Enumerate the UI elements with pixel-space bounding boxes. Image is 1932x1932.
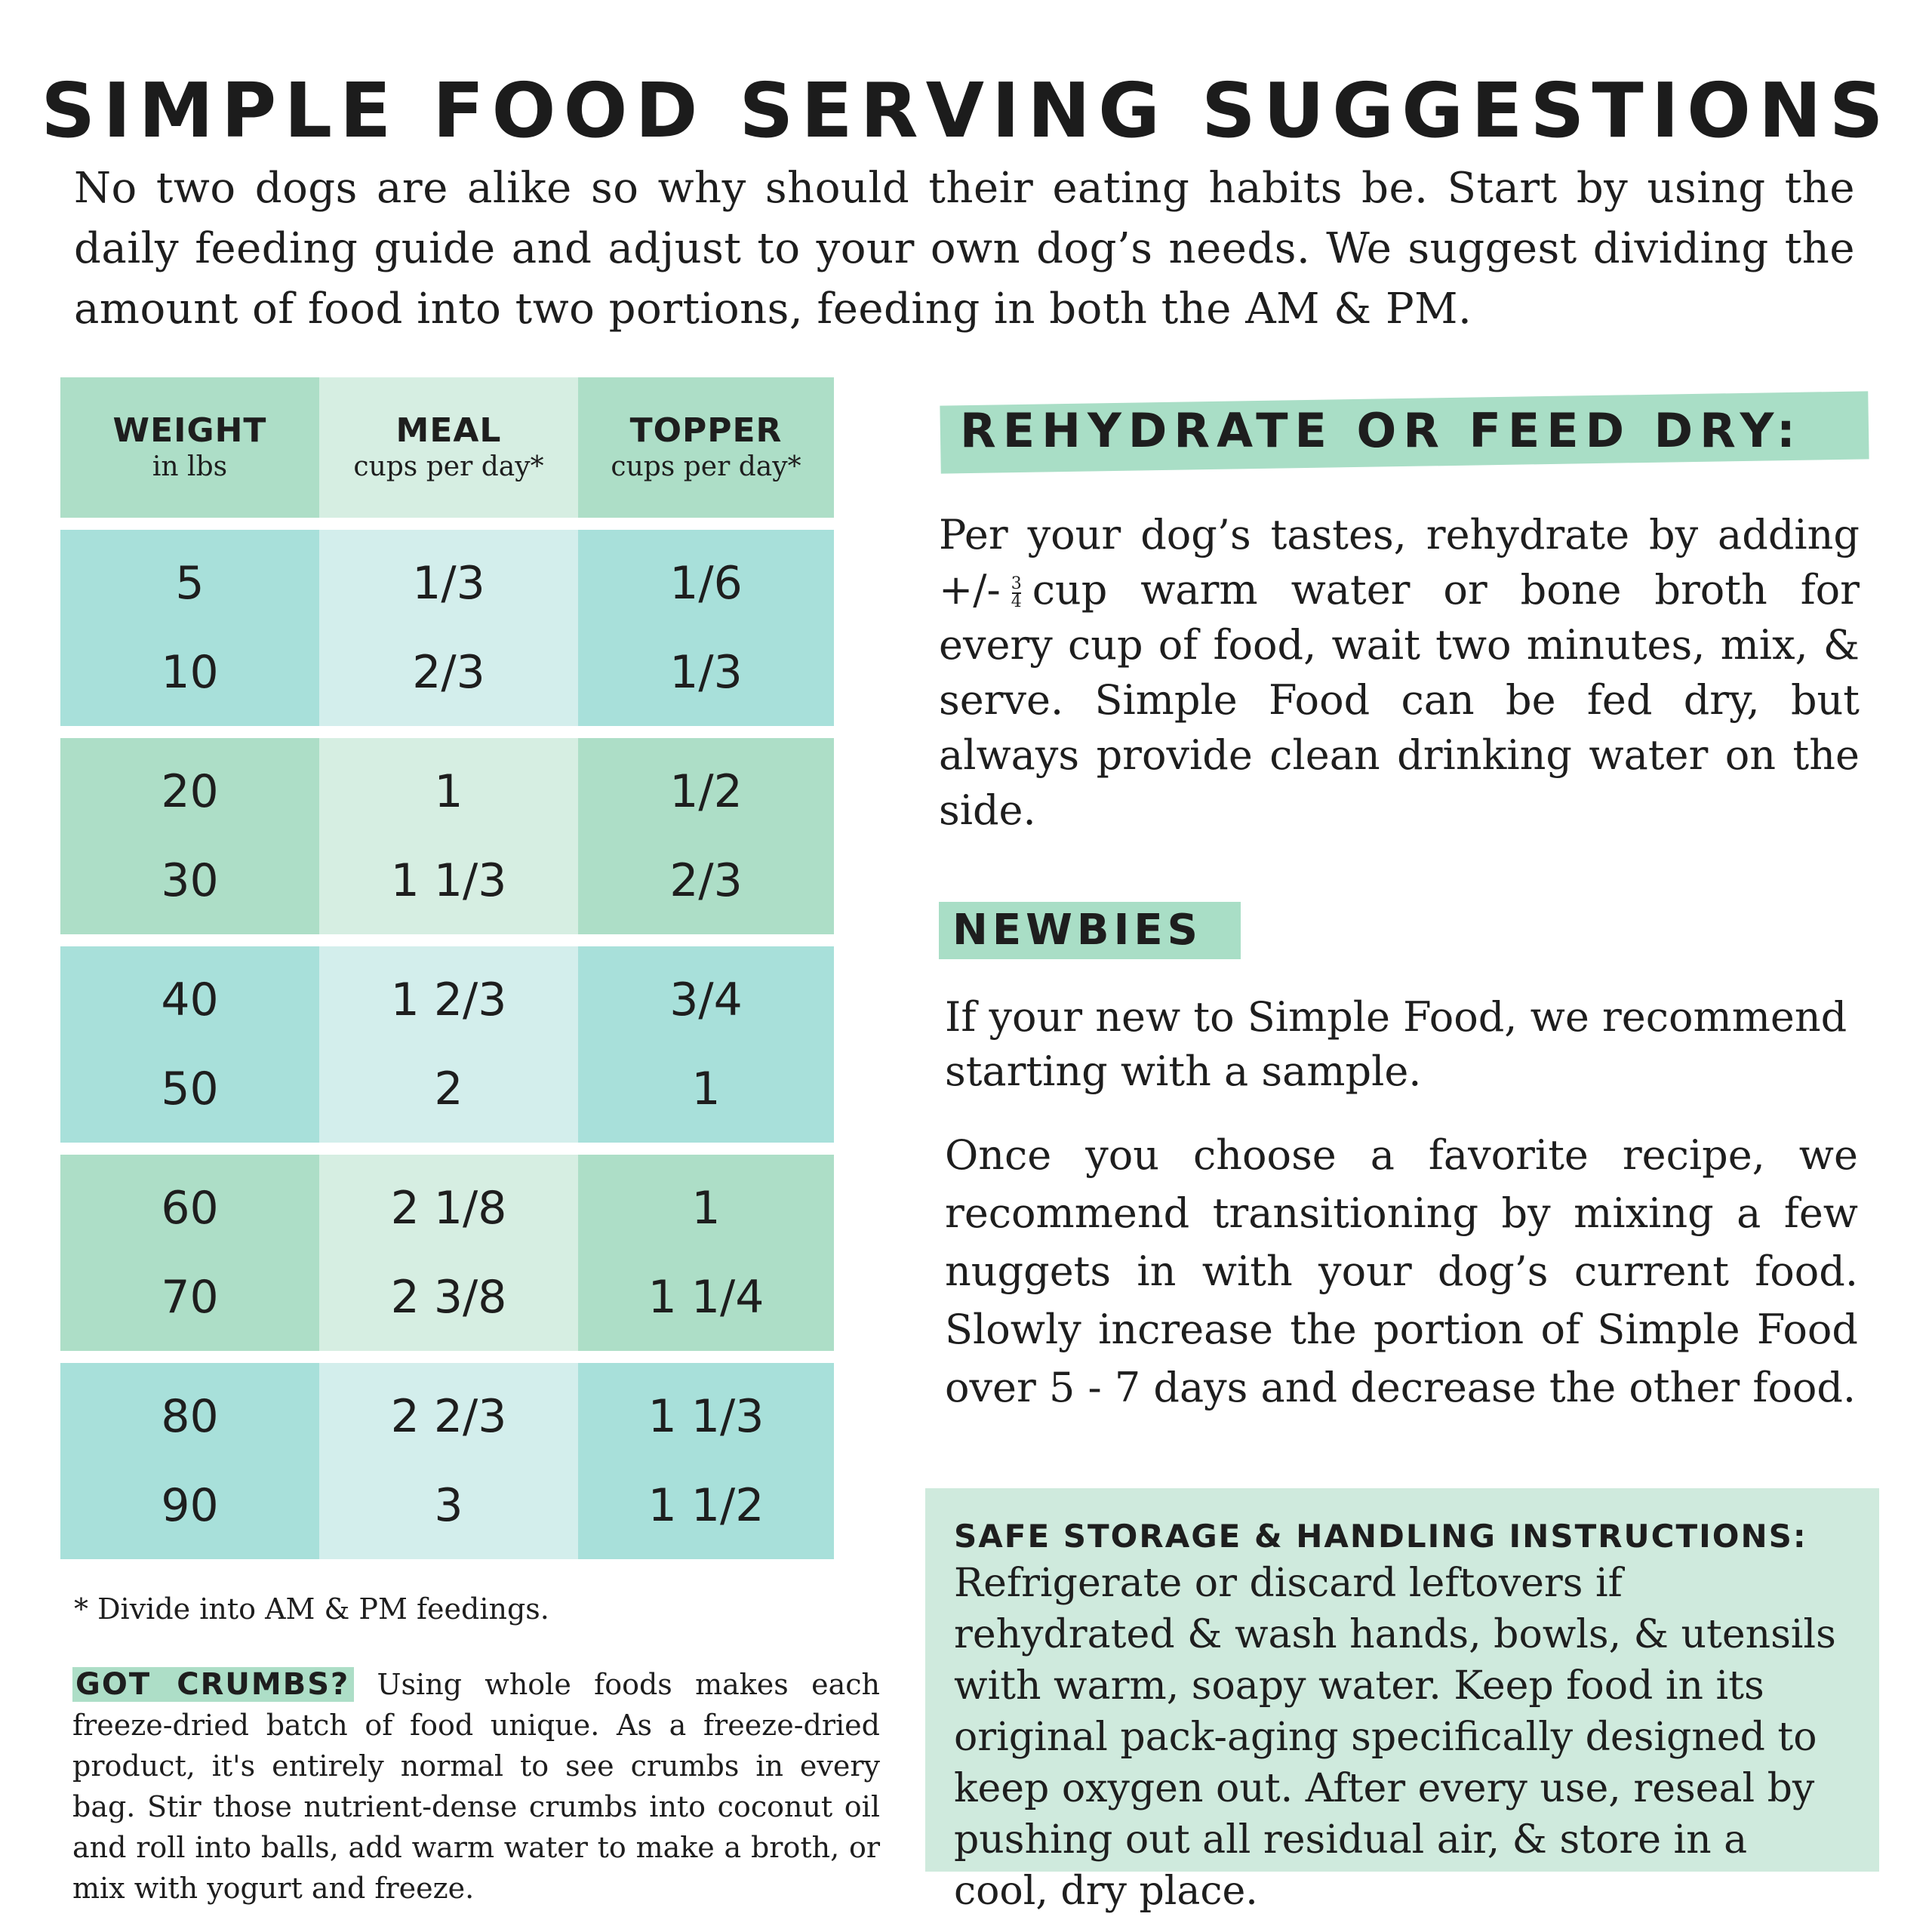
table-header-row: WEIGHT in lbs MEAL cups per day* TOPPER …: [60, 377, 834, 518]
weight-value: 90: [161, 1479, 219, 1532]
meal-cell: 1 2/3 2: [319, 946, 578, 1143]
newbies-paragraph-1: If your new to Simple Food, we recommend…: [945, 993, 1847, 1095]
weight-value: 20: [161, 765, 219, 818]
header-topper: TOPPER cups per day*: [578, 377, 834, 518]
meal-value: 1 2/3: [390, 974, 507, 1026]
header-label: MEAL: [395, 411, 502, 450]
meal-cell: 2 2/3 3: [319, 1363, 578, 1559]
weight-value: 70: [161, 1271, 219, 1324]
meal-cell: 1 1 1/3: [319, 738, 578, 934]
topper-value: 2/3: [669, 854, 743, 907]
weight-cell: 60 70: [60, 1155, 319, 1351]
topper-cell: 1 1 1/4: [578, 1155, 834, 1351]
newbies-highlight: [939, 902, 1241, 959]
meal-value: 2/3: [412, 646, 485, 699]
header-label: TOPPER: [629, 411, 783, 450]
table-footnote: * Divide into AM & PM feedings.: [74, 1592, 549, 1626]
weight-value: 60: [161, 1182, 219, 1235]
meal-value: 2: [434, 1063, 463, 1115]
meal-value: 2 3/8: [390, 1271, 507, 1324]
topper-value: 1: [691, 1182, 721, 1235]
newbies-paragraph-2: Once you choose a favorite recipe, we re…: [945, 1131, 1858, 1411]
topper-cell: 1/6 1/3: [578, 530, 834, 726]
weight-cell: 5 10: [60, 530, 319, 726]
header-sub: in lbs: [152, 451, 228, 482]
table-row-group: 80 90 2 2/3 3 1 1/3 1 1/2: [60, 1363, 834, 1559]
fraction-bar: [1011, 592, 1021, 594]
got-crumbs-tag: GOT CRUMBS?: [72, 1667, 355, 1702]
rehydrate-paragraph: Per your dog’s tastes, rehydrate by addi…: [939, 507, 1860, 838]
topper-cell: 3/4 1: [578, 946, 834, 1143]
weight-value: 30: [161, 854, 219, 907]
storage-box: SAFE STORAGE & HANDLING INSTRUCTIONS: Re…: [925, 1488, 1879, 1914]
topper-value: 3/4: [669, 974, 743, 1026]
weight-value: 10: [161, 646, 219, 699]
topper-value: 1 1/4: [648, 1271, 764, 1324]
header-meal: MEAL cups per day*: [319, 377, 578, 518]
table-row-group: 20 30 1 1 1/3 1/2 2/3: [60, 738, 834, 934]
meal-cell: 2 1/8 2 3/8: [319, 1155, 578, 1351]
rehydrate-text-before: Per your dog’s tastes, rehydrate by addi…: [939, 511, 1860, 614]
fraction-denominator: 4: [1011, 592, 1022, 611]
weight-value: 50: [161, 1063, 219, 1115]
meal-value: 2 2/3: [390, 1390, 507, 1443]
weight-cell: 20 30: [60, 738, 319, 934]
topper-value: 1 1/3: [648, 1390, 764, 1443]
weight-cell: 80 90: [60, 1363, 319, 1559]
meal-value: 1 1/3: [390, 854, 507, 907]
header-label: WEIGHT: [112, 411, 267, 450]
intro-paragraph: No two dogs are alike so why should thei…: [74, 164, 1855, 334]
fraction-numerator: 3: [1011, 574, 1022, 593]
weight-value: 80: [161, 1390, 219, 1443]
header-sub: cups per day*: [353, 451, 544, 482]
page-title: SIMPLE FOOD SERVING SUGGESTIONS: [41, 66, 1891, 155]
topper-value: 1/6: [669, 557, 743, 610]
topper-cell: 1/2 2/3: [578, 738, 834, 934]
weight-value: 40: [161, 974, 219, 1026]
table-row-group: 5 10 1/3 2/3 1/6 1/3: [60, 530, 834, 726]
topper-value: 1/3: [669, 646, 743, 699]
storage-heading: SAFE STORAGE & HANDLING INSTRUCTIONS:: [954, 1518, 1807, 1555]
weight-cell: 40 50: [60, 946, 319, 1143]
got-crumbs-text: Using whole foods makes each freeze-drie…: [72, 1668, 880, 1905]
meal-cell: 1/3 2/3: [319, 530, 578, 726]
rehydrate-heading: REHYDRATE OR FEED DRY:: [960, 403, 1802, 458]
header-weight: WEIGHT in lbs: [60, 377, 319, 518]
weight-value: 5: [175, 557, 205, 610]
topper-value: 1/2: [669, 765, 743, 818]
rehydrate-text-after: cup warm water or bone broth for every c…: [939, 566, 1860, 834]
storage-text: Refrigerate or discard leftovers if rehy…: [954, 1561, 1836, 1914]
meal-value: 1: [434, 765, 463, 818]
topper-cell: 1 1/3 1 1/2: [578, 1363, 834, 1559]
meal-value: 2 1/8: [390, 1182, 507, 1235]
topper-value: 1: [691, 1063, 721, 1115]
newbies-heading: NEWBIES: [952, 906, 1202, 955]
topper-value: 1 1/2: [648, 1479, 764, 1532]
feeding-table: WEIGHT in lbs MEAL cups per day* TOPPER …: [60, 377, 834, 1559]
header-sub: cups per day*: [611, 451, 801, 482]
got-crumbs-paragraph: GOT CRUMBS? Using whole foods makes each…: [72, 1664, 880, 1909]
table-row-group: 60 70 2 1/8 2 3/8 1 1 1/4: [60, 1155, 834, 1351]
meal-value: 3: [434, 1479, 463, 1532]
meal-value: 1/3: [412, 557, 485, 610]
table-row-group: 40 50 1 2/3 2 3/4 1: [60, 946, 834, 1143]
